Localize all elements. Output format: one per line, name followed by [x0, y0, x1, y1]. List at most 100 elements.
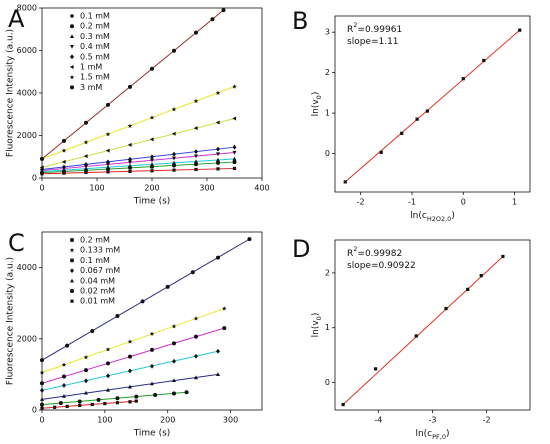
x-tick-label: -2	[483, 416, 491, 425]
legend-marker	[69, 74, 75, 80]
marker	[232, 84, 237, 89]
annotation: R2=0.99961	[347, 21, 402, 35]
marker	[415, 117, 419, 121]
marker	[84, 170, 88, 175]
y-axis-label: Fluorescence Intensity (a.u.)	[6, 257, 16, 385]
y-tick-label: 3	[325, 28, 330, 37]
fit-line	[41, 152, 235, 172]
marker	[128, 163, 132, 168]
legend-marker	[70, 238, 74, 242]
marker	[216, 146, 220, 152]
marker	[127, 142, 132, 147]
marker	[127, 123, 133, 128]
legend-marker	[70, 289, 74, 293]
legend-label: 0.133 mM	[80, 246, 120, 255]
marker	[149, 331, 155, 336]
marker	[444, 306, 448, 311]
marker	[149, 115, 155, 120]
marker	[134, 394, 139, 399]
superscript: 2	[353, 245, 357, 253]
x-tick-label: -4	[374, 416, 382, 425]
marker	[61, 362, 67, 367]
marker	[221, 306, 227, 311]
marker	[90, 328, 95, 333]
marker	[58, 401, 63, 406]
x-axis-label: ln(cPF,0)	[415, 429, 449, 442]
marker	[105, 346, 111, 352]
legend-label: 0.1 mM	[80, 12, 110, 21]
marker	[83, 154, 88, 159]
marker	[379, 150, 383, 154]
marker	[216, 372, 220, 376]
marker	[171, 131, 176, 136]
marker	[400, 131, 404, 135]
marker	[216, 157, 220, 162]
legend-label: 0.5 mM	[80, 52, 110, 61]
marker	[232, 144, 237, 150]
marker	[40, 358, 44, 363]
marker	[106, 373, 110, 379]
marker	[62, 138, 66, 143]
legend-marker	[70, 34, 74, 38]
y-tick-label: 2000	[17, 131, 37, 140]
y-tick-label: 2000	[17, 334, 37, 343]
marker	[128, 354, 132, 359]
marker	[40, 402, 44, 407]
marker	[172, 341, 176, 346]
x-axis-label: Time (s)	[133, 429, 171, 439]
y-tick-label: 1	[325, 323, 330, 332]
marker	[140, 299, 145, 304]
fit-line	[41, 86, 235, 160]
legend-label: 0.02 mM	[80, 287, 115, 296]
annotation: slope=0.90922	[347, 261, 416, 271]
legend-marker	[70, 24, 74, 29]
marker	[194, 154, 198, 159]
marker	[83, 354, 89, 360]
marker	[106, 162, 110, 167]
y-tick-label: 0	[32, 174, 37, 183]
marker	[106, 164, 110, 169]
marker	[232, 160, 237, 165]
y-tick-label: 0	[325, 149, 330, 158]
legend-marker	[70, 85, 74, 90]
x-tick-label: 400	[254, 184, 269, 193]
panel-label: D	[292, 235, 310, 263]
marker	[184, 390, 189, 395]
legend-label: 0.2 mM	[80, 22, 110, 31]
y-axis-label: ln(v0)	[311, 92, 324, 117]
marker	[461, 77, 465, 81]
marker	[171, 323, 177, 329]
marker	[65, 404, 69, 409]
marker	[52, 405, 57, 409]
x-tick-label: 100	[97, 416, 112, 425]
fit-line	[342, 256, 504, 405]
text-part: )	[446, 429, 450, 439]
x-tick-label: 200	[160, 416, 175, 425]
marker	[153, 393, 158, 398]
marker	[193, 316, 199, 321]
marker	[128, 368, 132, 374]
marker	[193, 126, 198, 131]
x-axis-label: Time (s)	[133, 197, 171, 207]
marker	[341, 402, 345, 407]
subscript: PF,0	[432, 433, 446, 441]
marker	[194, 167, 198, 172]
marker	[150, 158, 154, 163]
marker	[150, 162, 154, 166]
subscript: H2O2,0	[427, 215, 451, 223]
marker	[106, 387, 110, 392]
marker	[90, 402, 94, 407]
subscript: 0	[315, 316, 323, 320]
legend-marker	[70, 278, 74, 283]
legend-marker	[69, 65, 74, 69]
marker	[62, 383, 66, 388]
marker	[216, 348, 220, 354]
text-part: ln(v	[311, 99, 321, 117]
marker	[414, 334, 418, 338]
text-part: )	[311, 92, 321, 96]
marker	[172, 160, 176, 165]
fit-line	[41, 238, 250, 361]
marker	[343, 180, 347, 184]
text-part: =0.99961	[357, 25, 402, 35]
